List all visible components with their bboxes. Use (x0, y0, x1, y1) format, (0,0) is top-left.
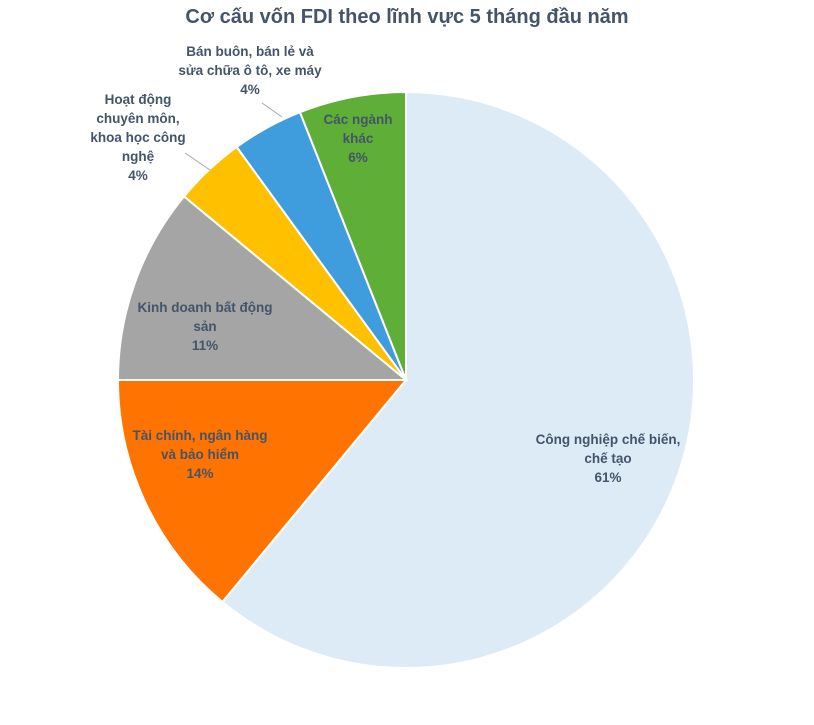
pie-slices (116, 90, 695, 669)
chart-title: Cơ cấu vốn FDI theo lĩnh vực 5 tháng đầu… (185, 6, 629, 28)
slice-value-label: 61% (594, 470, 621, 485)
slice-label-line: Kinh doanh bất động (138, 300, 273, 315)
slice-value-label: 11% (192, 338, 218, 353)
slice-label-5: Các ngành khác 6% (323, 112, 392, 165)
pie-slice-0 (221, 90, 695, 669)
slice-label-line: Tài chính, ngân hàng (133, 428, 268, 443)
slice-label-4: Bán buôn, bán lẻ và sửa chữa ô tô, xe máy… (178, 44, 322, 97)
pie-slice-5 (298, 90, 407, 381)
slice-label-2: Kinh doanh bất động sản 11% (138, 300, 273, 353)
slice-label-1: Tài chính, ngân hàng và bảo hiểm 14% (133, 428, 268, 481)
slice-value-label: 14% (186, 466, 213, 481)
slice-label-3: Hoạt động chuyên môn, khoa học công nghệ 4% (90, 92, 185, 183)
slice-label-line: sửa chữa ô tô, xe máy (178, 63, 322, 78)
leader-line-3 (184, 152, 211, 171)
slice-value-label: 4% (240, 82, 260, 97)
slice-label-line: sản (193, 319, 216, 334)
slice-label-line: Các ngành (323, 112, 392, 127)
slice-label-line: nghệ (122, 149, 155, 164)
slice-label-line: và bảo hiểm (161, 447, 239, 462)
slice-label-line: khác (343, 131, 374, 146)
slice-label-line: khoa học công (90, 130, 185, 145)
slice-label-line: Công nghiệp chế biến, (536, 432, 681, 447)
pie-slice-1 (116, 379, 409, 604)
slice-label-line: chuyên môn, (96, 111, 179, 126)
slice-label-line: chế tạo (584, 451, 631, 466)
leader-line-4 (261, 102, 283, 118)
pie-labels: Công nghiệp chế biến, chế tạo 61% Tài chính… (90, 44, 680, 485)
slice-label-0: Công nghiệp chế biến, chế tạo 61% (536, 432, 681, 485)
slice-value-label: 6% (348, 150, 368, 165)
pie-slice-2 (116, 195, 409, 381)
slice-value-label: 4% (128, 168, 148, 183)
slice-label-line: Bán buôn, bán lẻ và (186, 44, 314, 59)
slice-label-line: Hoạt động (105, 92, 172, 107)
